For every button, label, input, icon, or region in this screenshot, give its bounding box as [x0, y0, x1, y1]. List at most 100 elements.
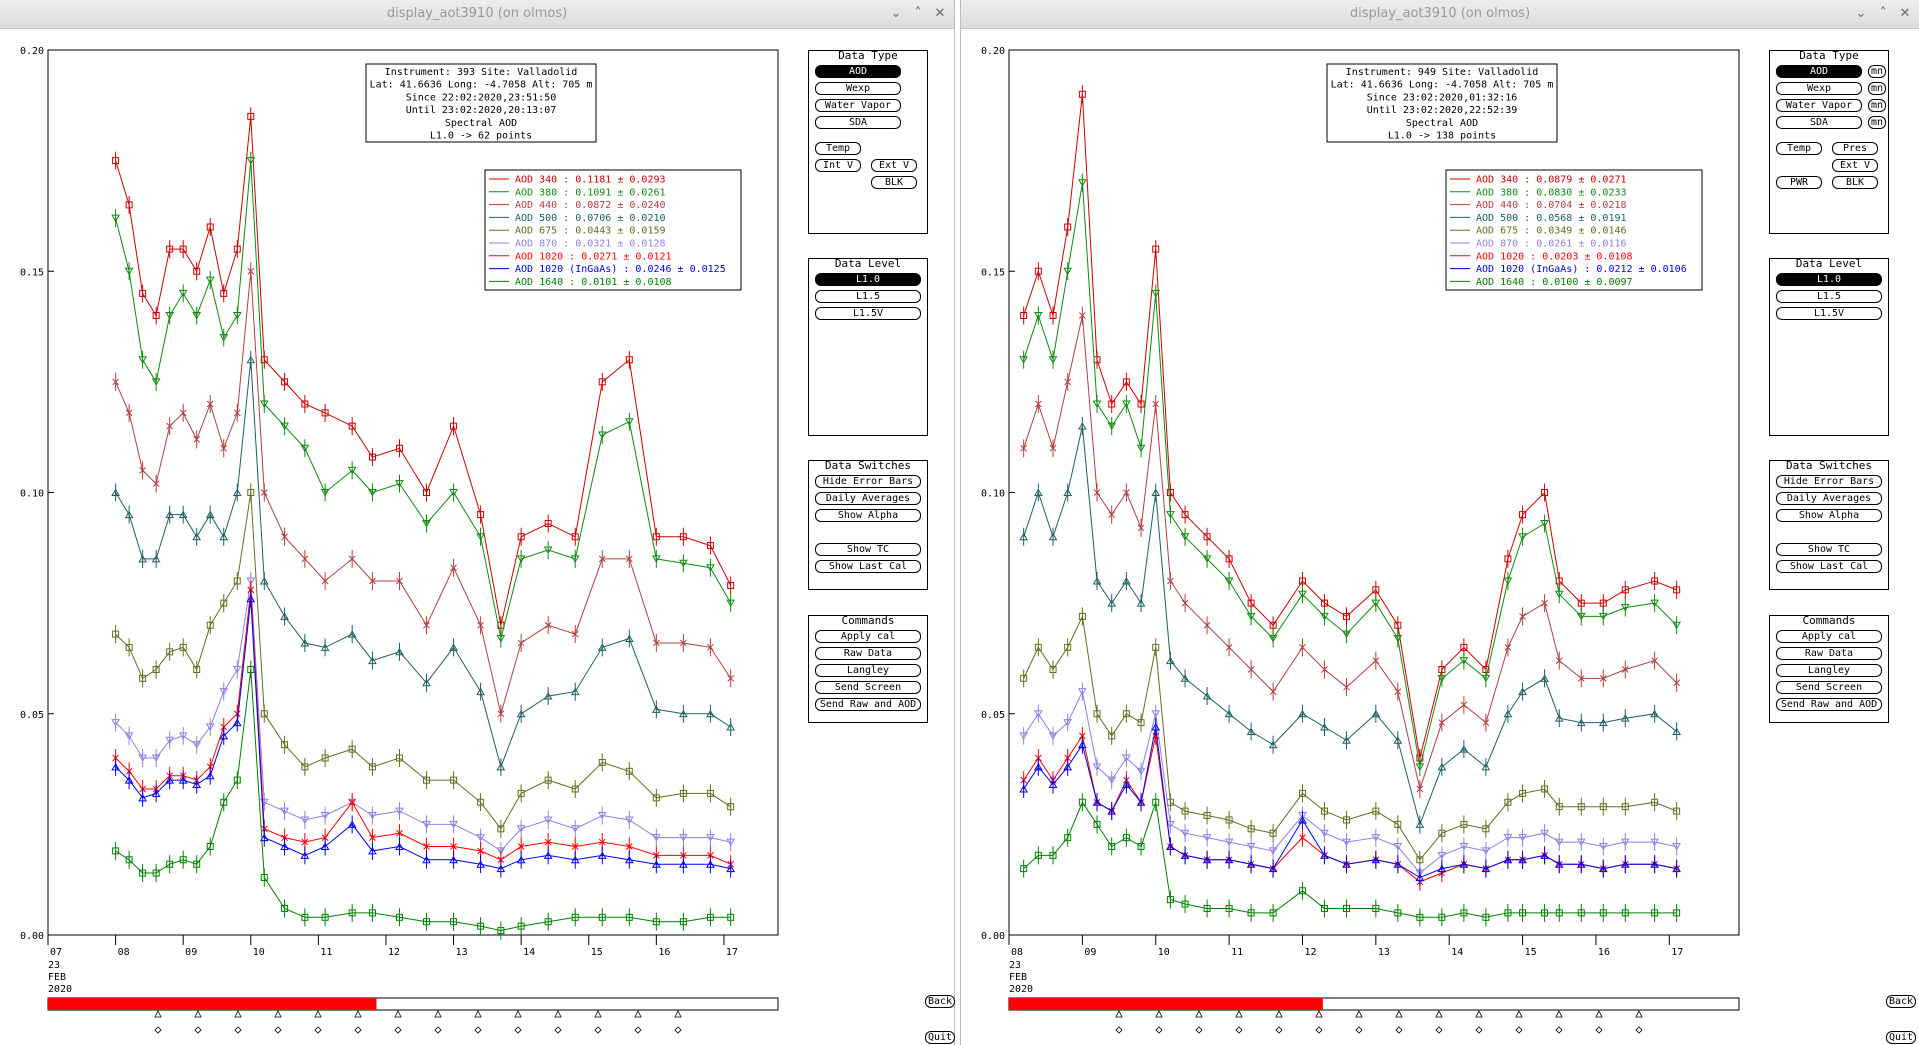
temp-button[interactable]: Temp [815, 142, 861, 155]
close-icon[interactable]: ✕ [1899, 6, 1911, 21]
data-type-water-vapor-button[interactable]: Water Vapor [815, 99, 901, 112]
data-point [449, 820, 458, 829]
data-point [1093, 820, 1101, 828]
data-point [206, 223, 214, 231]
data-point [1372, 904, 1380, 912]
data-point [1554, 714, 1564, 722]
data-point [678, 860, 688, 868]
daily-averages-button[interactable]: Daily Averages [815, 492, 921, 505]
data-point [246, 157, 256, 165]
data-point [1320, 599, 1328, 607]
data-point [477, 847, 484, 855]
pwr-button[interactable]: PWR [1776, 176, 1822, 189]
send-screen-button[interactable]: Send Screen [1776, 681, 1882, 694]
info-box [1326, 63, 1558, 143]
data-type-water-vapor-button[interactable]: Water Vapor [1776, 99, 1862, 112]
file-marker [234, 1026, 242, 1034]
file-marker [554, 1026, 562, 1034]
data-point [165, 510, 175, 519]
apply-cal-button[interactable]: Apply cal [815, 630, 921, 643]
mn-button[interactable]: mn [1868, 116, 1886, 129]
data-point [1599, 803, 1607, 811]
data-point [1152, 245, 1160, 253]
data-point [1166, 842, 1175, 850]
raw-data-button[interactable]: Raw Data [1776, 647, 1882, 660]
pres-button[interactable]: Pres [1832, 142, 1878, 155]
data-type-aod-button[interactable]: AOD [815, 65, 901, 78]
blk-button[interactable]: BLK [1832, 176, 1878, 189]
show-last-cal-button[interactable]: Show Last Cal [1776, 560, 1882, 573]
send-raw-and-aod-button[interactable]: Send Raw and AOD [815, 698, 921, 711]
info-line: Since 23:02:2020,01:32:16 [1367, 92, 1518, 103]
raw-data-button[interactable]: Raw Data [815, 647, 921, 660]
data-point [516, 825, 526, 833]
apply-cal-button[interactable]: Apply cal [1776, 630, 1882, 643]
int-v-button[interactable]: Int V [815, 159, 861, 172]
data-level-l1-5v-button[interactable]: L1.5V [815, 307, 921, 320]
data-point [1122, 400, 1131, 408]
back-button[interactable]: Back [925, 995, 955, 1008]
data-point [1034, 400, 1042, 408]
data-point [1107, 422, 1117, 431]
maximize-icon[interactable]: ˄ [1879, 6, 1887, 21]
show-tc-button[interactable]: Show TC [1776, 543, 1882, 556]
data-point [138, 754, 148, 762]
ext-v-button[interactable]: Ext V [1832, 159, 1878, 172]
daily-averages-button[interactable]: Daily Averages [1776, 492, 1882, 505]
send-screen-button[interactable]: Send Screen [815, 681, 921, 694]
data-point [320, 489, 330, 497]
data-point [1393, 860, 1403, 868]
data-level-l1-5-button[interactable]: L1.5 [1776, 290, 1882, 303]
data-type-sda-button[interactable]: SDA [1776, 116, 1862, 129]
show-alpha-button[interactable]: Show Alpha [815, 509, 921, 522]
data-point [598, 758, 606, 766]
data-point [652, 639, 660, 647]
data-point [1620, 714, 1630, 722]
data-level-l1-5v-button[interactable]: L1.5V [1776, 307, 1882, 320]
data-point [1136, 444, 1146, 453]
data-point [205, 771, 215, 780]
show-alpha-button[interactable]: Show Alpha [1776, 509, 1882, 522]
langley-button[interactable]: Langley [1776, 664, 1882, 677]
quit-button[interactable]: Quit [1886, 1031, 1916, 1044]
data-type-sda-button[interactable]: SDA [815, 116, 901, 129]
ext-v-button[interactable]: Ext V [871, 159, 917, 172]
data-point [1519, 909, 1527, 917]
data-point [1064, 643, 1072, 651]
data-point [112, 378, 119, 386]
blk-button[interactable]: BLK [871, 176, 917, 189]
data-level-l1-0-button[interactable]: L1.0 [815, 273, 921, 286]
data-type-aod-button[interactable]: AOD [1776, 65, 1862, 78]
temp-button[interactable]: Temp [1776, 142, 1822, 155]
data-point [1063, 719, 1073, 727]
data-type-wexp-button[interactable]: Wexp [1776, 82, 1862, 95]
data-level-l1-0-button[interactable]: L1.0 [1776, 273, 1882, 286]
data-point [111, 762, 120, 771]
data-point [726, 723, 736, 731]
mn-button[interactable]: mn [1868, 99, 1886, 112]
minimize-icon[interactable]: ⌄ [890, 6, 902, 21]
mn-button[interactable]: mn [1868, 82, 1886, 95]
series-line [1023, 315, 1677, 791]
mn-button[interactable]: mn [1868, 65, 1886, 78]
maximize-icon[interactable]: ˄ [914, 6, 922, 21]
data-point [1650, 860, 1659, 868]
langley-button[interactable]: Langley [815, 664, 921, 677]
y-tick-label: 0.05 [20, 710, 44, 721]
hide-error-bars-button[interactable]: Hide Error Bars [1776, 475, 1882, 488]
data-point [1122, 780, 1131, 789]
hide-error-bars-button[interactable]: Hide Error Bars [815, 475, 921, 488]
data-point [1298, 577, 1306, 585]
show-tc-button[interactable]: Show TC [815, 543, 921, 556]
data-type-wexp-button[interactable]: Wexp [815, 82, 901, 95]
back-button[interactable]: Back [1886, 995, 1916, 1008]
quit-button[interactable]: Quit [925, 1031, 955, 1044]
close-icon[interactable]: ✕ [934, 6, 946, 21]
data-point [1136, 798, 1146, 806]
show-last-cal-button[interactable]: Show Last Cal [815, 560, 921, 573]
data-point [570, 855, 580, 864]
send-raw-and-aod-button[interactable]: Send Raw and AOD [1776, 698, 1882, 711]
data-level-l1-5-button[interactable]: L1.5 [815, 290, 921, 303]
data-point [1020, 312, 1028, 319]
minimize-icon[interactable]: ⌄ [1855, 6, 1867, 21]
